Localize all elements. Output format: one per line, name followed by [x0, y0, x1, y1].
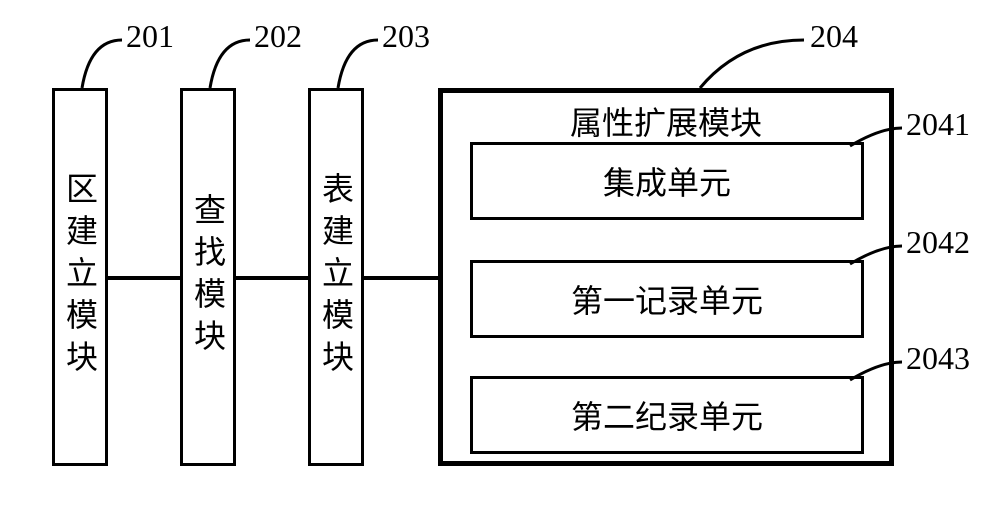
block-diagram: 区建立模块 201 查找模块 202 表建立模块 203 属性扩展模块 204 … [0, 0, 1000, 506]
lead-line-2043 [0, 0, 1000, 506]
